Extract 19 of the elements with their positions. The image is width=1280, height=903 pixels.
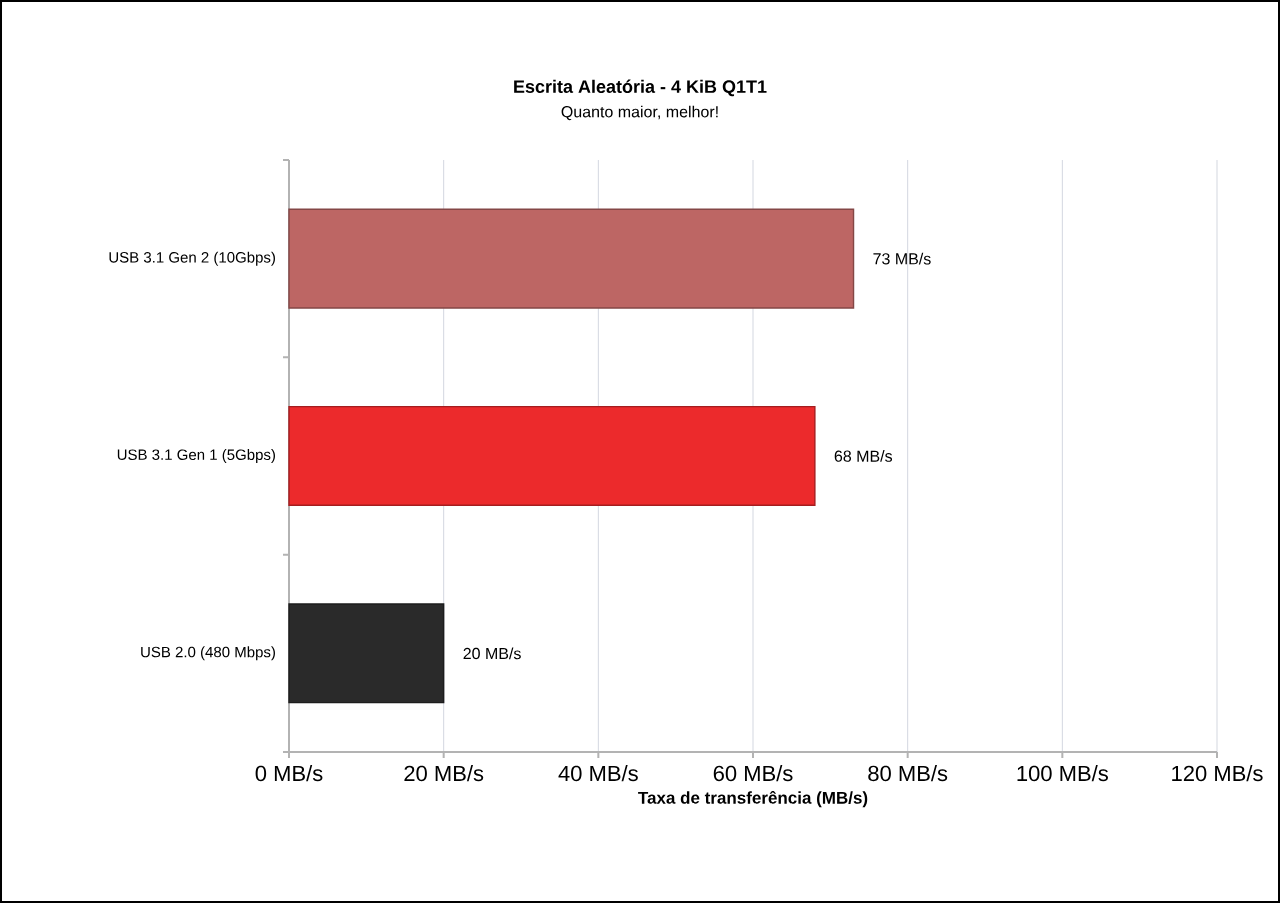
bar [288,603,445,704]
bar [288,405,816,507]
data-label: 20 MB/s [463,647,521,660]
chart-subtitle: Quanto maior, melhor! [561,105,718,121]
x-tick-label: 20 MB/s [404,765,484,782]
y-tick-label: USB 3.1 Gen 1 (5Gbps) [117,449,275,463]
data-label: 73 MB/s [873,252,931,265]
x-tick-label: 100 MB/s [1017,765,1108,782]
x-tick-label: 40 MB/s [558,765,638,782]
x-tick-label: 120 MB/s [1172,765,1263,782]
y-tick-label: USB 3.1 Gen 2 (10Gbps) [109,251,275,266]
data-label: 68 MB/s [834,450,893,462]
x-tick-label: 60 MB/s [713,765,793,782]
x-axis-title: Taxa de transferência (MB/s) [638,790,868,808]
y-tick-label: USB 2.0 (480 Mbps) [141,646,275,661]
x-tick-label: 0 MB/s [255,765,323,782]
chart-title: Escrita Aleatória - 4 KiB Q1T1 [514,79,767,97]
x-tick-label: 80 MB/s [868,765,948,782]
bar [288,208,855,309]
